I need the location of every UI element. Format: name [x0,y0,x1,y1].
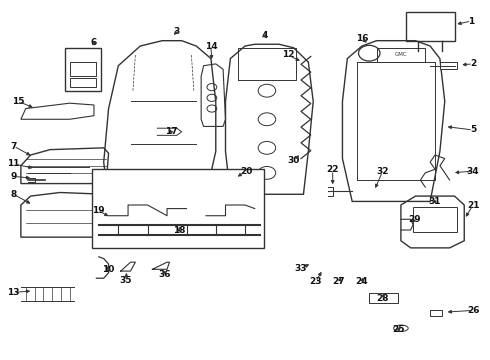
Text: 5: 5 [470,126,476,135]
Text: 3: 3 [173,27,180,36]
Text: 13: 13 [7,288,20,297]
Text: 26: 26 [467,306,479,315]
Text: 27: 27 [333,277,345,286]
Text: 17: 17 [165,127,177,136]
Text: 8: 8 [10,190,17,199]
Text: 2: 2 [470,59,476,68]
Text: 18: 18 [173,226,186,235]
Bar [70,78,97,87]
Text: 19: 19 [92,206,104,215]
Text: 32: 32 [376,167,389,176]
Text: 35: 35 [120,276,132,285]
Bar [92,169,265,248]
Bar [440,62,457,69]
Text: 11: 11 [7,159,20,168]
Text: 36: 36 [159,270,171,279]
Bar [430,310,442,316]
Text: 14: 14 [205,41,217,50]
Text: 15: 15 [12,97,24,106]
Text: 25: 25 [392,325,405,334]
Text: 29: 29 [408,215,421,224]
Text: 9: 9 [10,172,17,181]
Text: 30: 30 [288,156,300,165]
Text: 16: 16 [356,35,368,44]
Text: 12: 12 [282,50,294,59]
Text: 20: 20 [240,167,252,176]
Text: 33: 33 [295,264,307,273]
Text: 1: 1 [468,17,475,26]
Bar [70,62,97,76]
Text: GMC: GMC [394,53,407,58]
Text: 10: 10 [102,265,115,274]
Text: 22: 22 [326,166,339,175]
Text: 24: 24 [356,277,368,286]
Bar [413,207,457,232]
Text: 4: 4 [261,31,268,40]
Text: 6: 6 [91,38,97,47]
Bar [369,293,397,303]
Text: 7: 7 [10,141,17,150]
Text: 31: 31 [429,197,441,206]
Text: 23: 23 [309,277,322,286]
Text: 34: 34 [466,167,479,176]
Text: 21: 21 [467,201,479,210]
Text: 28: 28 [376,294,389,303]
